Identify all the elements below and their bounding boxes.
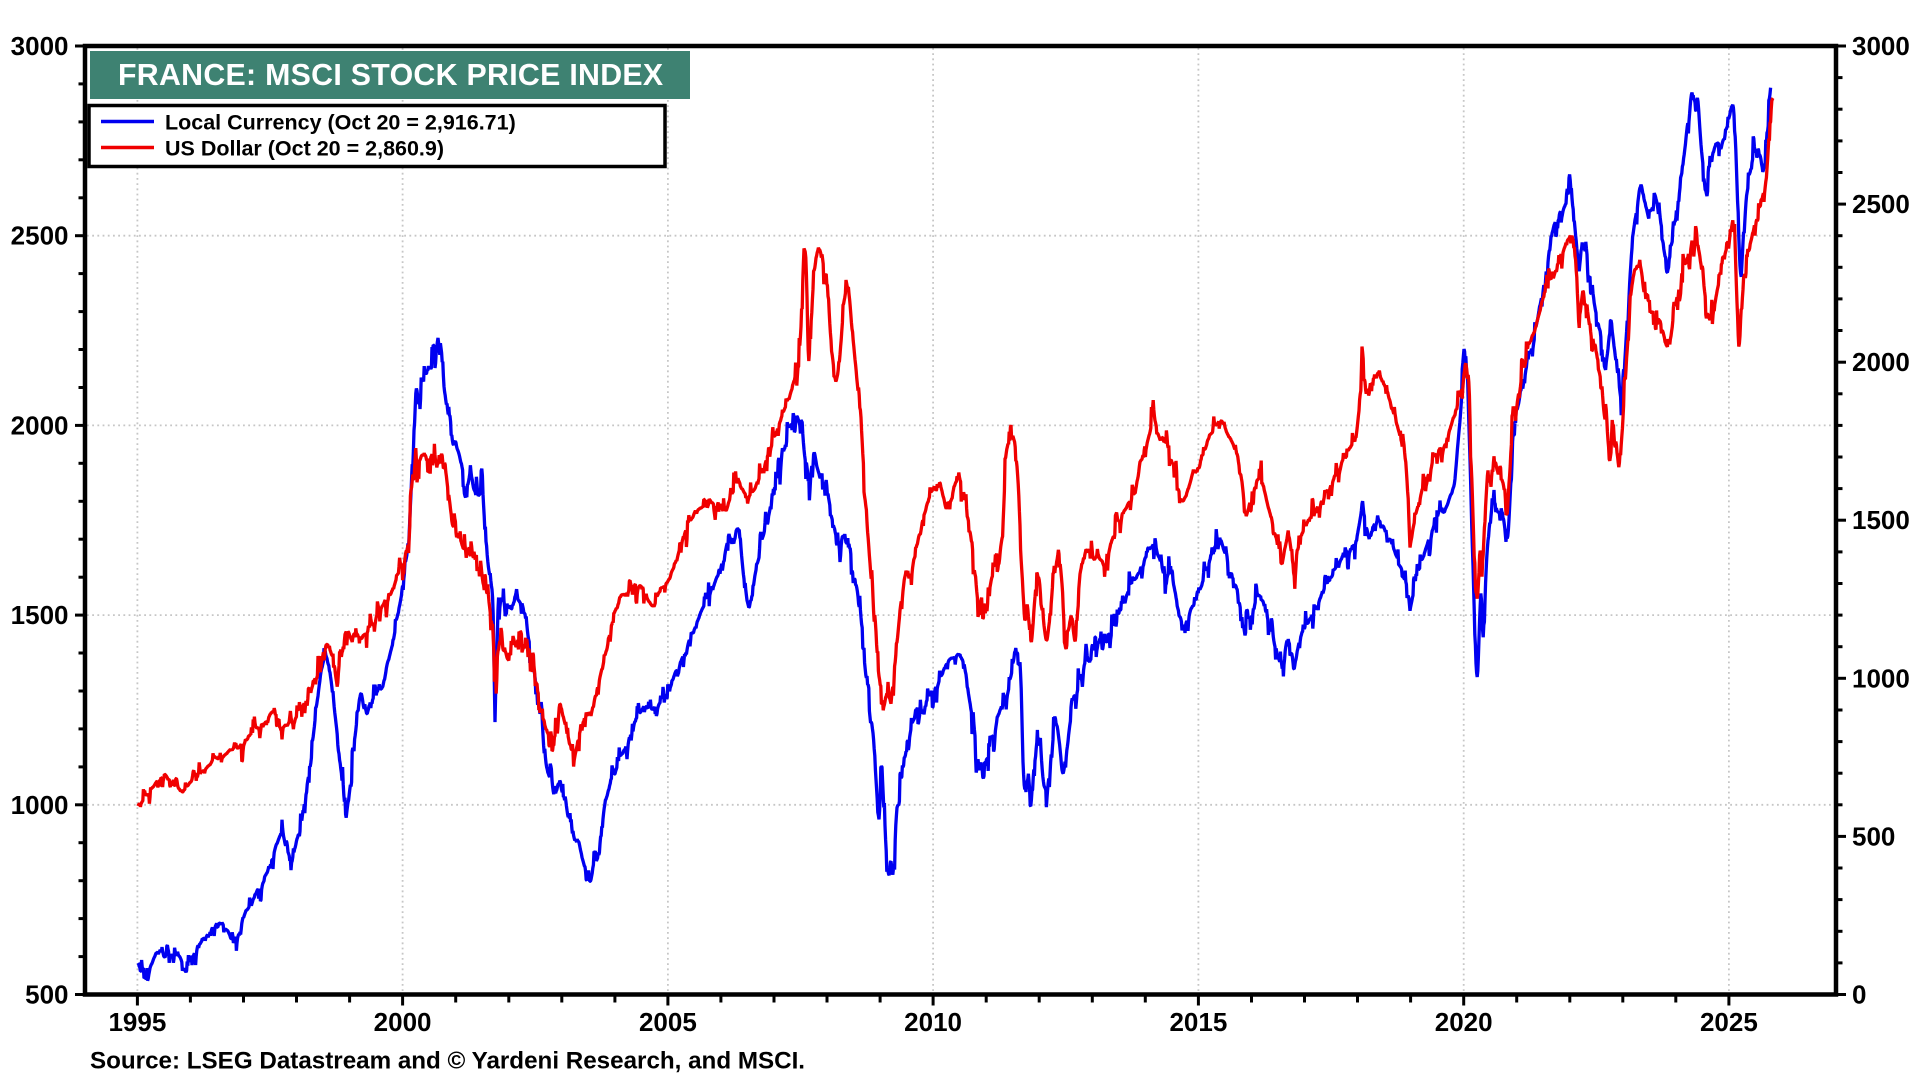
svg-text:Source: LSEG Datastream and ©: Source: LSEG Datastream and © Yardeni Re… [90, 1048, 805, 1075]
svg-text:1995: 1995 [108, 1007, 166, 1037]
svg-text:2000: 2000 [1852, 347, 1910, 377]
svg-text:2005: 2005 [639, 1007, 697, 1037]
svg-text:3000: 3000 [1852, 31, 1910, 61]
svg-text:1500: 1500 [1852, 505, 1910, 535]
svg-text:1000: 1000 [11, 790, 69, 820]
svg-text:2010: 2010 [904, 1007, 962, 1037]
svg-text:FRANCE: MSCI STOCK PRICE INDEX: FRANCE: MSCI STOCK PRICE INDEX [118, 59, 663, 92]
svg-text:500: 500 [1852, 821, 1895, 851]
svg-text:1000: 1000 [1852, 663, 1910, 693]
svg-text:US Dollar (Oct 20 = 2,860.9): US Dollar (Oct 20 = 2,860.9) [165, 137, 444, 161]
svg-text:Local Currency (Oct 20 = 2,916: Local Currency (Oct 20 = 2,916.71) [165, 111, 516, 135]
svg-text:2015: 2015 [1169, 1007, 1227, 1037]
svg-text:1500: 1500 [11, 600, 69, 630]
svg-text:2020: 2020 [1435, 1007, 1493, 1037]
svg-text:2000: 2000 [374, 1007, 432, 1037]
svg-text:0: 0 [1852, 980, 1866, 1010]
svg-text:2500: 2500 [1852, 189, 1910, 219]
svg-text:500: 500 [25, 980, 68, 1010]
svg-text:3000: 3000 [11, 31, 69, 61]
svg-text:2500: 2500 [11, 221, 69, 251]
svg-text:2000: 2000 [11, 410, 69, 440]
svg-text:2025: 2025 [1700, 1007, 1758, 1037]
